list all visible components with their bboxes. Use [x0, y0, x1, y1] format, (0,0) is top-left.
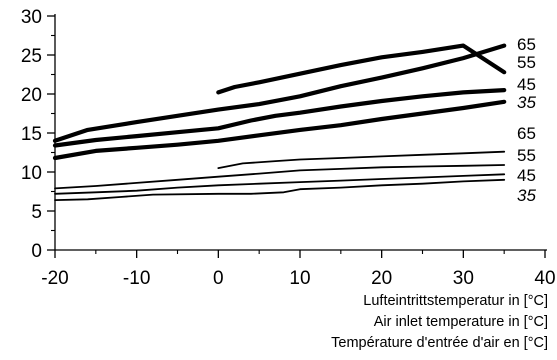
- series-label-thin-45: 45: [517, 166, 536, 185]
- series-label-bold-35: 35: [517, 93, 536, 112]
- y-tick-label: 30: [21, 7, 42, 28]
- series-label-bold-45: 45: [517, 75, 536, 94]
- series-line-bold-65: [52, 43, 507, 143]
- series-group: [52, 43, 507, 202]
- y-tick-label: 5: [31, 202, 42, 223]
- x-axis-caption: Lufteintrittstemperatur in [°C] Air inlet…: [331, 293, 548, 351]
- axes: 0 5 10 15 20 25 30 -20 -10 0 10 20 30 40: [21, 7, 556, 289]
- series-line-thin-55: [54, 164, 506, 190]
- series-label-bold-55: 55: [517, 53, 536, 72]
- series-line-bold-55: [216, 43, 507, 95]
- y-tick-label: 25: [21, 46, 42, 67]
- x-tick-label: 20: [371, 268, 392, 289]
- x-axis-label-line: Lufteintrittstemperatur in [°C]: [363, 293, 548, 309]
- x-tick-label: 40: [534, 268, 555, 289]
- x-axis-label-line: Air inlet temperature in [°C]: [374, 314, 548, 330]
- x-tick-label: 10: [289, 268, 310, 289]
- series-label-thin-65: 65: [517, 124, 536, 143]
- series-line-thin-35: [54, 178, 506, 202]
- series-label-thin-35: 35: [517, 186, 536, 205]
- series-label-thin-55: 55: [517, 146, 536, 165]
- series-label-bold-65: 65: [517, 35, 536, 54]
- series-line-bold-45: [52, 87, 507, 148]
- x-axis-label-line: Température d'entrée d'air en [°C]: [331, 335, 548, 351]
- x-tick-label: 30: [453, 268, 474, 289]
- y-tick-label: 15: [21, 124, 42, 145]
- series-line-bold-35: [52, 99, 507, 161]
- y-tick-label: 10: [21, 163, 42, 184]
- series-line-thin-45: [54, 173, 506, 195]
- x-tick-label: 0: [213, 268, 224, 289]
- y-tick-label: 0: [31, 241, 42, 262]
- y-tick-label: 20: [21, 85, 42, 106]
- x-tick-label: -10: [123, 268, 150, 289]
- series-line-thin-65: [217, 150, 506, 170]
- x-tick-label: -20: [41, 268, 68, 289]
